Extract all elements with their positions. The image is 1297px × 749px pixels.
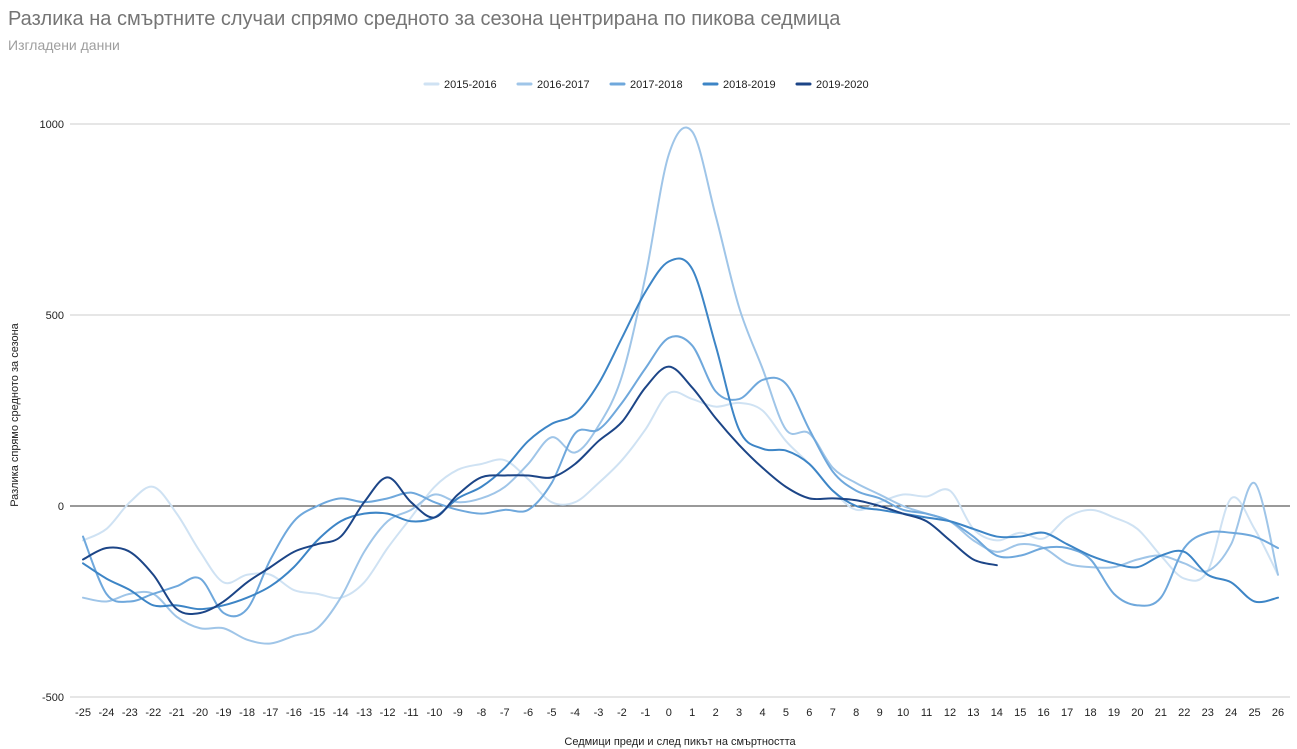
x-tick-label: 9: [877, 707, 883, 719]
x-tick-label: 7: [830, 707, 836, 719]
x-tick-label: 2: [713, 707, 719, 719]
x-tick-label: 26: [1272, 707, 1284, 719]
x-tick-label: -23: [122, 707, 138, 719]
x-tick-label: 11: [921, 707, 932, 719]
x-tick-label: 17: [1061, 707, 1073, 719]
x-tick-label: -2: [617, 707, 627, 719]
series-line-2019-2020: [82, 365, 998, 615]
x-tick-label: -22: [145, 707, 161, 719]
x-tick-label: 12: [944, 707, 956, 719]
x-tick-label: 15: [1014, 707, 1026, 719]
x-tick-label: -20: [192, 707, 208, 719]
x-tick-label: 24: [1225, 707, 1237, 719]
x-tick-label: 19: [1108, 707, 1120, 719]
x-tick-label: -24: [98, 707, 114, 719]
x-tick-label: 23: [1202, 707, 1214, 719]
chart-title: Разлика на смъртните случаи спрямо средн…: [8, 8, 841, 30]
y-axis-ticks: -500 0 500 1000: [40, 119, 64, 704]
x-tick-label: -1: [640, 707, 650, 719]
x-tick-label: -6: [523, 707, 533, 719]
legend-item-2015-2016[interactable]: 2015-2016: [423, 79, 497, 91]
series-line-2016-2017: [82, 126, 1279, 645]
x-tick-label: -7: [500, 707, 510, 719]
legend-label: 2018-2019: [723, 79, 776, 91]
x-tick-label: 13: [967, 707, 979, 719]
x-tick-label: -21: [169, 707, 185, 719]
x-axis-title: Седмици преди и след пикът на смъртностт…: [564, 736, 796, 748]
y-tick-label: 1000: [40, 119, 64, 131]
x-tick-label: -13: [356, 707, 372, 719]
x-tick-label: 18: [1084, 707, 1096, 719]
x-axis-ticks: -25 -24 -23 -22 -21 -20 -19 -18 -17 -16 -15 -14 -13-…: [75, 707, 1284, 719]
legend-label: 2016-2017: [537, 79, 590, 91]
legend-label: 2015-2016: [444, 79, 497, 91]
x-tick-label: 10: [897, 707, 909, 719]
x-tick-label: 16: [1038, 707, 1050, 719]
x-tick-label: 8: [853, 707, 859, 719]
x-tick-label: -15: [309, 707, 325, 719]
x-tick-label: -25: [75, 707, 91, 719]
x-tick-label: 20: [1131, 707, 1143, 719]
x-tick-label: 4: [759, 707, 765, 719]
x-tick-label: -17: [262, 707, 278, 719]
y-axis-title: Разлика спрямо средното за сезона: [9, 322, 21, 506]
x-tick-label: -4: [570, 707, 580, 719]
legend-item-2017-2018[interactable]: 2017-2018: [609, 79, 683, 91]
series-line-2018-2019: [82, 257, 1279, 611]
x-tick-label: -8: [476, 707, 486, 719]
legend-item-2019-2020[interactable]: 2019-2020: [795, 79, 869, 91]
x-tick-label: 0: [666, 707, 672, 719]
series-line-2017-2018: [82, 335, 1279, 618]
x-tick-label: 3: [736, 707, 742, 719]
gridlines: [70, 123, 1290, 698]
x-tick-label: 25: [1248, 707, 1260, 719]
x-tick-label: -9: [453, 707, 463, 719]
x-tick-label: -3: [594, 707, 604, 719]
x-tick-label: 21: [1155, 707, 1167, 719]
legend-item-2016-2017[interactable]: 2016-2017: [516, 79, 590, 91]
legend[interactable]: 2015-2016 2016-2017 2017-2018 2018-2019 2019…: [423, 79, 869, 91]
x-tick-label: -12: [380, 707, 396, 719]
x-tick-label: -14: [333, 707, 349, 719]
x-tick-label: 22: [1178, 707, 1190, 719]
x-tick-label: -16: [286, 707, 302, 719]
legend-label: 2017-2018: [630, 79, 683, 91]
x-tick-label: 6: [806, 707, 812, 719]
x-tick-label: -5: [547, 707, 557, 719]
x-tick-label: -10: [427, 707, 443, 719]
legend-label: 2019-2020: [816, 79, 869, 91]
y-tick-label: 500: [46, 310, 64, 322]
x-tick-label: 5: [783, 707, 789, 719]
y-tick-label: -500: [42, 692, 64, 704]
x-tick-label: -18: [239, 707, 255, 719]
series-line-2015-2016: [82, 390, 1279, 600]
x-tick-label: 1: [689, 707, 695, 719]
x-tick-label: 14: [991, 707, 1003, 719]
x-tick-label: -11: [403, 707, 418, 719]
legend-item-2018-2019[interactable]: 2018-2019: [702, 79, 776, 91]
y-tick-label: 0: [58, 501, 64, 513]
series-lines: [82, 126, 1279, 645]
x-tick-label: -19: [216, 707, 232, 719]
chart-subtitle: Изгладени данни: [8, 37, 120, 53]
